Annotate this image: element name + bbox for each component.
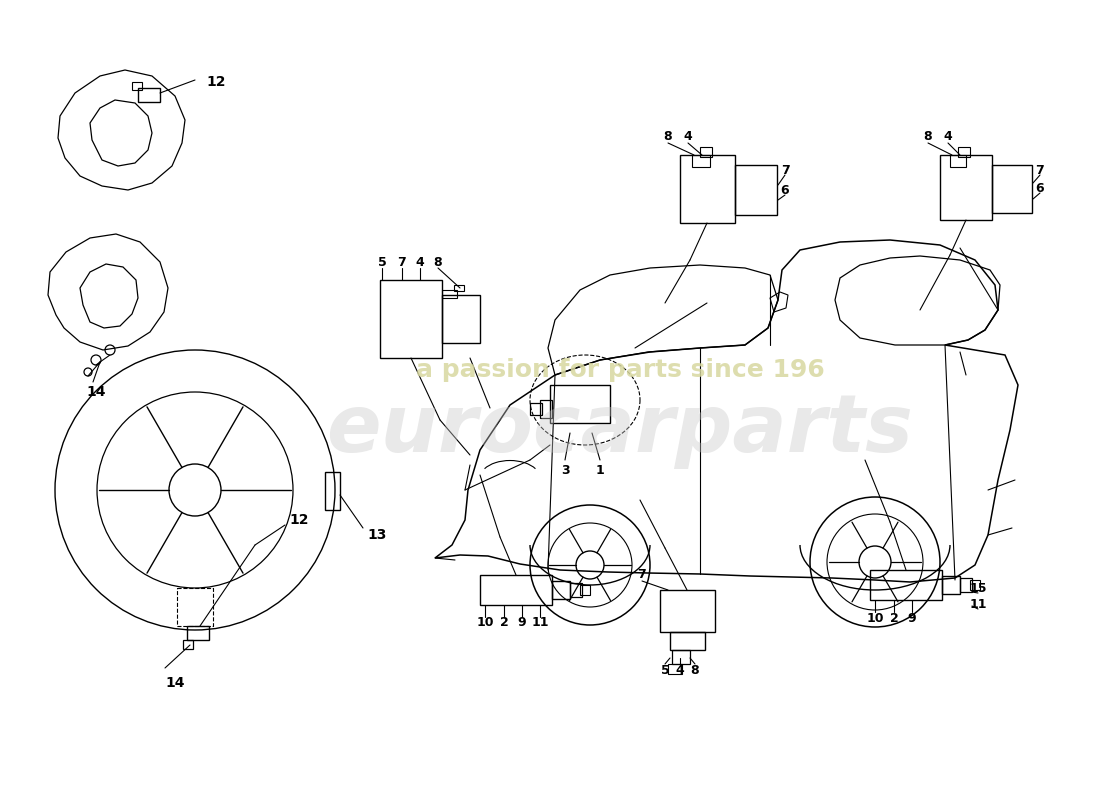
- Text: 12: 12: [207, 75, 226, 89]
- Text: 11: 11: [531, 617, 549, 630]
- Text: 7: 7: [781, 163, 790, 177]
- Text: 10: 10: [476, 617, 494, 630]
- Bar: [580, 585, 590, 595]
- Bar: [672, 650, 690, 664]
- Text: 6: 6: [1036, 182, 1044, 194]
- Bar: [177, 588, 213, 626]
- Text: a passion for parts since 196: a passion for parts since 196: [416, 358, 824, 382]
- Bar: [138, 88, 160, 102]
- Text: 7: 7: [1035, 163, 1044, 177]
- Text: 6: 6: [781, 183, 790, 197]
- Bar: [950, 155, 966, 167]
- Text: 8: 8: [663, 130, 672, 143]
- Text: 2: 2: [890, 611, 899, 625]
- Bar: [442, 290, 456, 298]
- Text: eurocarparts: eurocarparts: [327, 391, 913, 469]
- Text: 5: 5: [661, 663, 670, 677]
- Bar: [970, 580, 980, 590]
- Bar: [530, 403, 542, 415]
- Bar: [552, 581, 570, 599]
- Text: 8: 8: [924, 130, 933, 143]
- Bar: [670, 632, 705, 650]
- Bar: [187, 626, 209, 640]
- Bar: [958, 147, 970, 157]
- Bar: [540, 400, 552, 418]
- Bar: [660, 590, 715, 632]
- Bar: [942, 576, 960, 594]
- Bar: [680, 155, 735, 223]
- Bar: [992, 165, 1032, 213]
- Text: 14: 14: [86, 385, 106, 399]
- Text: 7: 7: [397, 255, 406, 269]
- Text: 12: 12: [289, 513, 309, 527]
- Text: 8: 8: [691, 663, 700, 677]
- Bar: [480, 575, 552, 605]
- Text: 7: 7: [638, 569, 647, 582]
- Text: 4: 4: [944, 130, 953, 143]
- Bar: [940, 155, 992, 220]
- Bar: [550, 385, 610, 423]
- Text: 4: 4: [675, 663, 684, 677]
- Text: 13: 13: [367, 528, 387, 542]
- Text: 14: 14: [165, 676, 185, 690]
- Bar: [379, 280, 442, 358]
- Text: 15: 15: [969, 582, 987, 594]
- Bar: [324, 472, 340, 510]
- Text: 4: 4: [683, 130, 692, 143]
- Text: 1: 1: [595, 463, 604, 477]
- Text: 9: 9: [908, 611, 916, 625]
- Bar: [132, 82, 142, 90]
- Bar: [442, 295, 480, 343]
- Text: 5: 5: [377, 255, 386, 269]
- Text: 4: 4: [416, 255, 425, 269]
- Text: 2: 2: [499, 617, 508, 630]
- Text: 11: 11: [969, 598, 987, 610]
- Text: 10: 10: [867, 611, 883, 625]
- Bar: [870, 570, 942, 600]
- Bar: [183, 640, 192, 649]
- Text: 3: 3: [561, 463, 570, 477]
- Bar: [668, 664, 682, 674]
- Text: 8: 8: [433, 255, 442, 269]
- Bar: [454, 285, 464, 291]
- Bar: [692, 155, 710, 167]
- Text: 9: 9: [518, 617, 526, 630]
- Bar: [570, 583, 582, 597]
- Bar: [960, 578, 972, 592]
- Bar: [700, 147, 712, 157]
- Bar: [735, 165, 777, 215]
